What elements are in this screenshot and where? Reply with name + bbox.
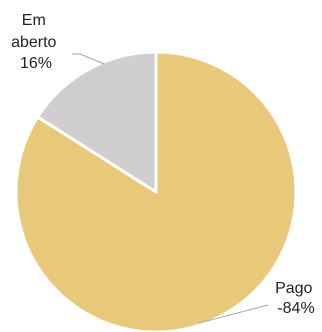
pie-slices [14,50,298,332]
slice-label-pago-value: -84% [277,300,314,317]
leader-lines [72,53,269,324]
slice-label-pago-name: Pago [275,280,312,297]
leader-line-em-aberto [72,53,105,65]
slice-label-em-aberto-line1: Em [22,12,46,29]
slice-label-em-aberto-value: 16% [20,55,52,72]
slice-label-em-aberto-line2: aberto [11,34,56,51]
pie-slice-em-aberto [36,50,158,194]
leader-line-pago [198,304,269,324]
slice-label-pago: Pago -84% [275,280,317,317]
slice-label-em-aberto: Em aberto 16% [11,12,61,72]
pie-slice-pago [14,50,298,332]
